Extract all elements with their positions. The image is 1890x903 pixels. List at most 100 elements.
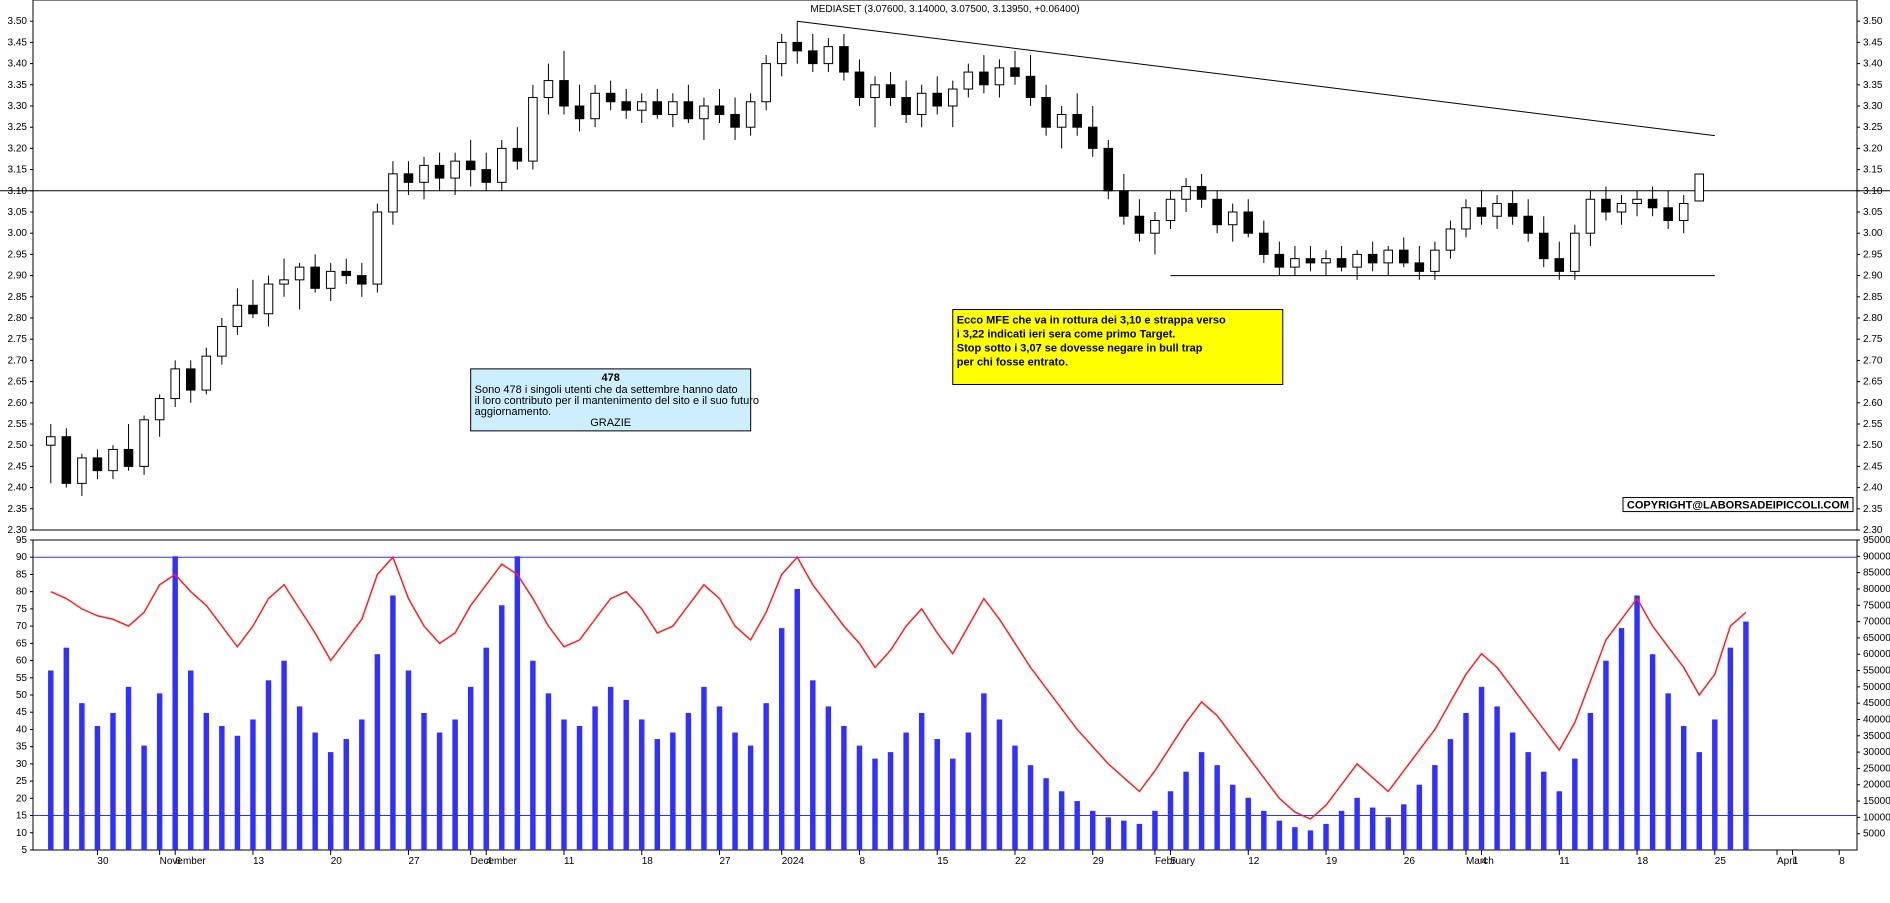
volume-bar [1354, 798, 1359, 850]
volume-bar [1728, 648, 1733, 850]
candle [684, 102, 693, 119]
volume-bar [95, 726, 100, 850]
volume-bar [1697, 752, 1702, 850]
price-tick-right: 2.85 [1863, 292, 1883, 303]
candle [373, 212, 382, 284]
candle [155, 399, 164, 420]
volume-bar [1277, 821, 1282, 850]
ind-tick-right: 95000 [1863, 535, 1890, 546]
volume-bar [841, 726, 846, 850]
candle [218, 326, 227, 356]
volume-bar [561, 719, 566, 850]
volume-bar [390, 595, 395, 850]
volume-bar [328, 752, 333, 850]
volume-bar [468, 687, 473, 850]
volume-bar [1588, 713, 1593, 850]
date-tick: 20 [331, 856, 343, 867]
candle [1399, 250, 1408, 263]
volume-bar [903, 733, 908, 850]
date-tick: 15 [937, 856, 949, 867]
candle [1415, 263, 1424, 271]
candle [917, 93, 926, 114]
candle [1462, 208, 1471, 229]
candle [637, 102, 646, 110]
ind-tick-right: 50000 [1863, 682, 1890, 693]
info-box-blue-line: GRAZIE [590, 417, 631, 429]
volume-bar [1199, 752, 1204, 850]
candle [1042, 98, 1051, 128]
volume-bar [204, 713, 209, 850]
candle [1057, 114, 1066, 127]
candle [840, 47, 849, 72]
price-tick-left: 2.95 [8, 249, 28, 260]
candle [1571, 233, 1580, 271]
volume-bar [623, 700, 628, 850]
volume-bar [546, 693, 551, 850]
candle [855, 72, 864, 97]
copyright-text: COPYRIGHT@LABORSADEIPICCOLI.COM [1627, 500, 1849, 512]
volume-bar [250, 719, 255, 850]
candle [1306, 259, 1315, 263]
volume-bar [981, 693, 986, 850]
price-tick-left: 2.40 [8, 483, 28, 494]
volume-bar [421, 713, 426, 850]
price-tick-left: 3.00 [8, 228, 28, 239]
volume-bar [1323, 824, 1328, 850]
price-tick-right: 2.65 [1863, 377, 1883, 388]
date-tick: 19 [1326, 856, 1338, 867]
indicator-line [51, 557, 1746, 819]
candle [1182, 187, 1191, 200]
date-tick: 1 [1793, 856, 1799, 867]
volume-bar [810, 680, 815, 850]
price-tick-left: 3.05 [8, 207, 28, 218]
candle [591, 93, 600, 118]
candle [575, 106, 584, 119]
date-tick: 13 [253, 856, 265, 867]
price-tick-right: 3.00 [1863, 228, 1883, 239]
candle [1648, 199, 1657, 207]
date-tick: 5 [1171, 856, 1177, 867]
volume-bar [1308, 830, 1313, 850]
candle [1026, 76, 1035, 97]
candle [1166, 199, 1175, 220]
ind-tick-left: 55 [16, 673, 28, 684]
candle [202, 356, 211, 390]
ind-tick-right: 35000 [1863, 731, 1890, 742]
ind-tick-left: 75 [16, 604, 28, 615]
volume-bar [1557, 791, 1562, 850]
volume-bar [437, 733, 442, 850]
candle [1508, 204, 1517, 217]
volume-bar [608, 687, 613, 850]
volume-bar [1463, 713, 1468, 850]
volume-bar [452, 719, 457, 850]
price-tick-left: 3.20 [8, 143, 28, 154]
ind-tick-right: 10000 [1863, 812, 1890, 823]
info-box-yellow-line: Stop sotto i 3,07 se dovesse negare in b… [957, 343, 1203, 355]
volume-bar [406, 671, 411, 850]
candle [1353, 254, 1362, 267]
ind-tick-left: 85 [16, 569, 28, 580]
candle [1524, 216, 1533, 233]
price-tick-right: 3.15 [1863, 165, 1883, 176]
ind-tick-right: 80000 [1863, 584, 1890, 595]
candle [715, 106, 724, 114]
date-tick: 6 [175, 856, 181, 867]
candle [451, 161, 460, 178]
candle [746, 102, 755, 127]
candle [466, 161, 475, 169]
volume-bar [1230, 785, 1235, 850]
price-tick-right: 2.75 [1863, 334, 1883, 345]
candle [1555, 259, 1564, 272]
price-tick-left: 3.40 [8, 59, 28, 70]
candle [124, 449, 133, 466]
ind-tick-left: 5 [21, 845, 27, 856]
candle [295, 267, 304, 280]
ind-tick-right: 70000 [1863, 617, 1890, 628]
candle [342, 271, 351, 275]
info-box-yellow-line: Ecco MFE che va in rottura dei 3,10 e st… [957, 315, 1226, 327]
date-tick: 4 [1482, 856, 1488, 867]
ind-tick-left: 50 [16, 690, 28, 701]
date-tick: 30 [97, 856, 109, 867]
stock-chart: MEDIASET (3.07600, 3.14000, 3.07500, 3.1… [0, 0, 1890, 903]
ind-tick-left: 10 [16, 828, 28, 839]
